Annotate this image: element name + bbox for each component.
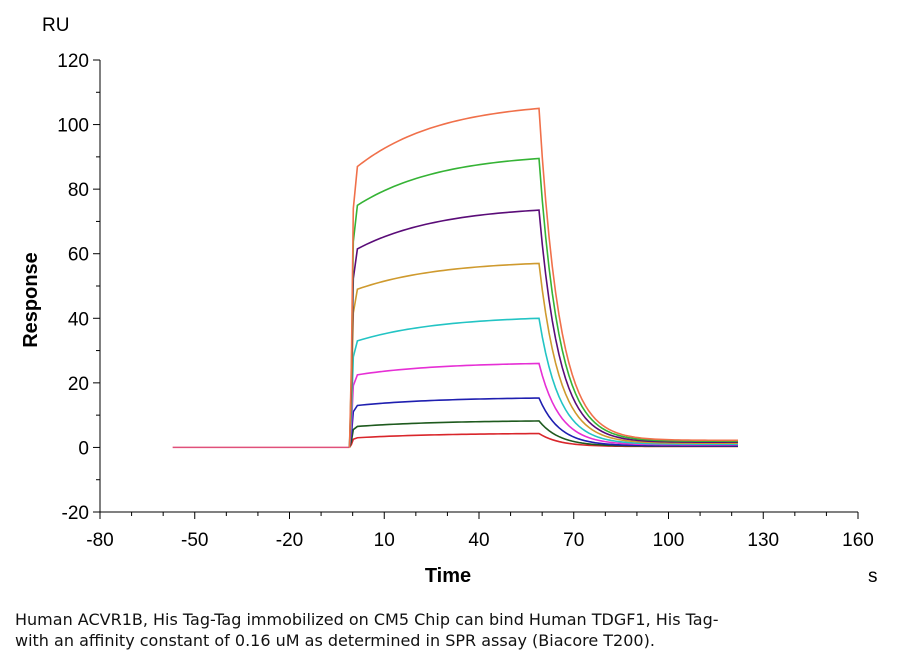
y-tick-label: 40 bbox=[68, 309, 89, 330]
y-tick-label: 80 bbox=[68, 180, 89, 201]
sensorgram-series-5 bbox=[348, 317, 738, 448]
sensorgram-series-3 bbox=[348, 397, 738, 448]
series-layer bbox=[172, 107, 738, 449]
axes bbox=[99, 60, 858, 513]
sensorgram-series-9 bbox=[348, 107, 738, 448]
x-axis-unit: s bbox=[868, 566, 878, 587]
caption-line-2: with an affinity constant of 0.16 uM as … bbox=[15, 631, 655, 650]
y-axis-unit: RU bbox=[42, 15, 69, 36]
x-axis-title: Time bbox=[425, 565, 471, 587]
x-tick-label: 160 bbox=[842, 530, 874, 551]
y-tick-label: 120 bbox=[57, 51, 89, 72]
y-tick-label: 0 bbox=[78, 438, 89, 459]
sensorgram-chart: -80 -50 -20 10 40 70 100 130 160 -20 0 20 40 60 80 100 1… bbox=[20, 15, 878, 587]
ticks: -80 -50 -20 10 40 70 100 130 160 -20 0 20 40 60 80 100 1… bbox=[57, 51, 874, 551]
y-axis-title: Response bbox=[20, 252, 42, 348]
caption-line-1: Human ACVR1B, His Tag-Tag immobilized on… bbox=[15, 610, 719, 629]
y-tick-label: 60 bbox=[68, 245, 89, 266]
y-tick-label: 100 bbox=[57, 116, 89, 137]
x-tick-label: 130 bbox=[747, 530, 779, 551]
x-tick-label: 10 bbox=[374, 530, 395, 551]
x-tick-label: -20 bbox=[276, 530, 303, 551]
y-tick-label: 20 bbox=[68, 374, 89, 395]
sensorgram-series-8 bbox=[348, 157, 738, 448]
x-tick-label: 70 bbox=[563, 530, 584, 551]
figure-caption: Human ACVR1B, His Tag-Tag immobilized on… bbox=[15, 609, 885, 651]
x-tick-label: 100 bbox=[653, 530, 685, 551]
sensorgram-series-7 bbox=[348, 209, 738, 448]
y-tick-label: -20 bbox=[62, 503, 89, 524]
x-tick-label: -50 bbox=[181, 530, 208, 551]
x-tick-label: 40 bbox=[468, 530, 489, 551]
x-tick-label: -80 bbox=[86, 530, 113, 551]
sensorgram-series-6 bbox=[348, 262, 738, 448]
